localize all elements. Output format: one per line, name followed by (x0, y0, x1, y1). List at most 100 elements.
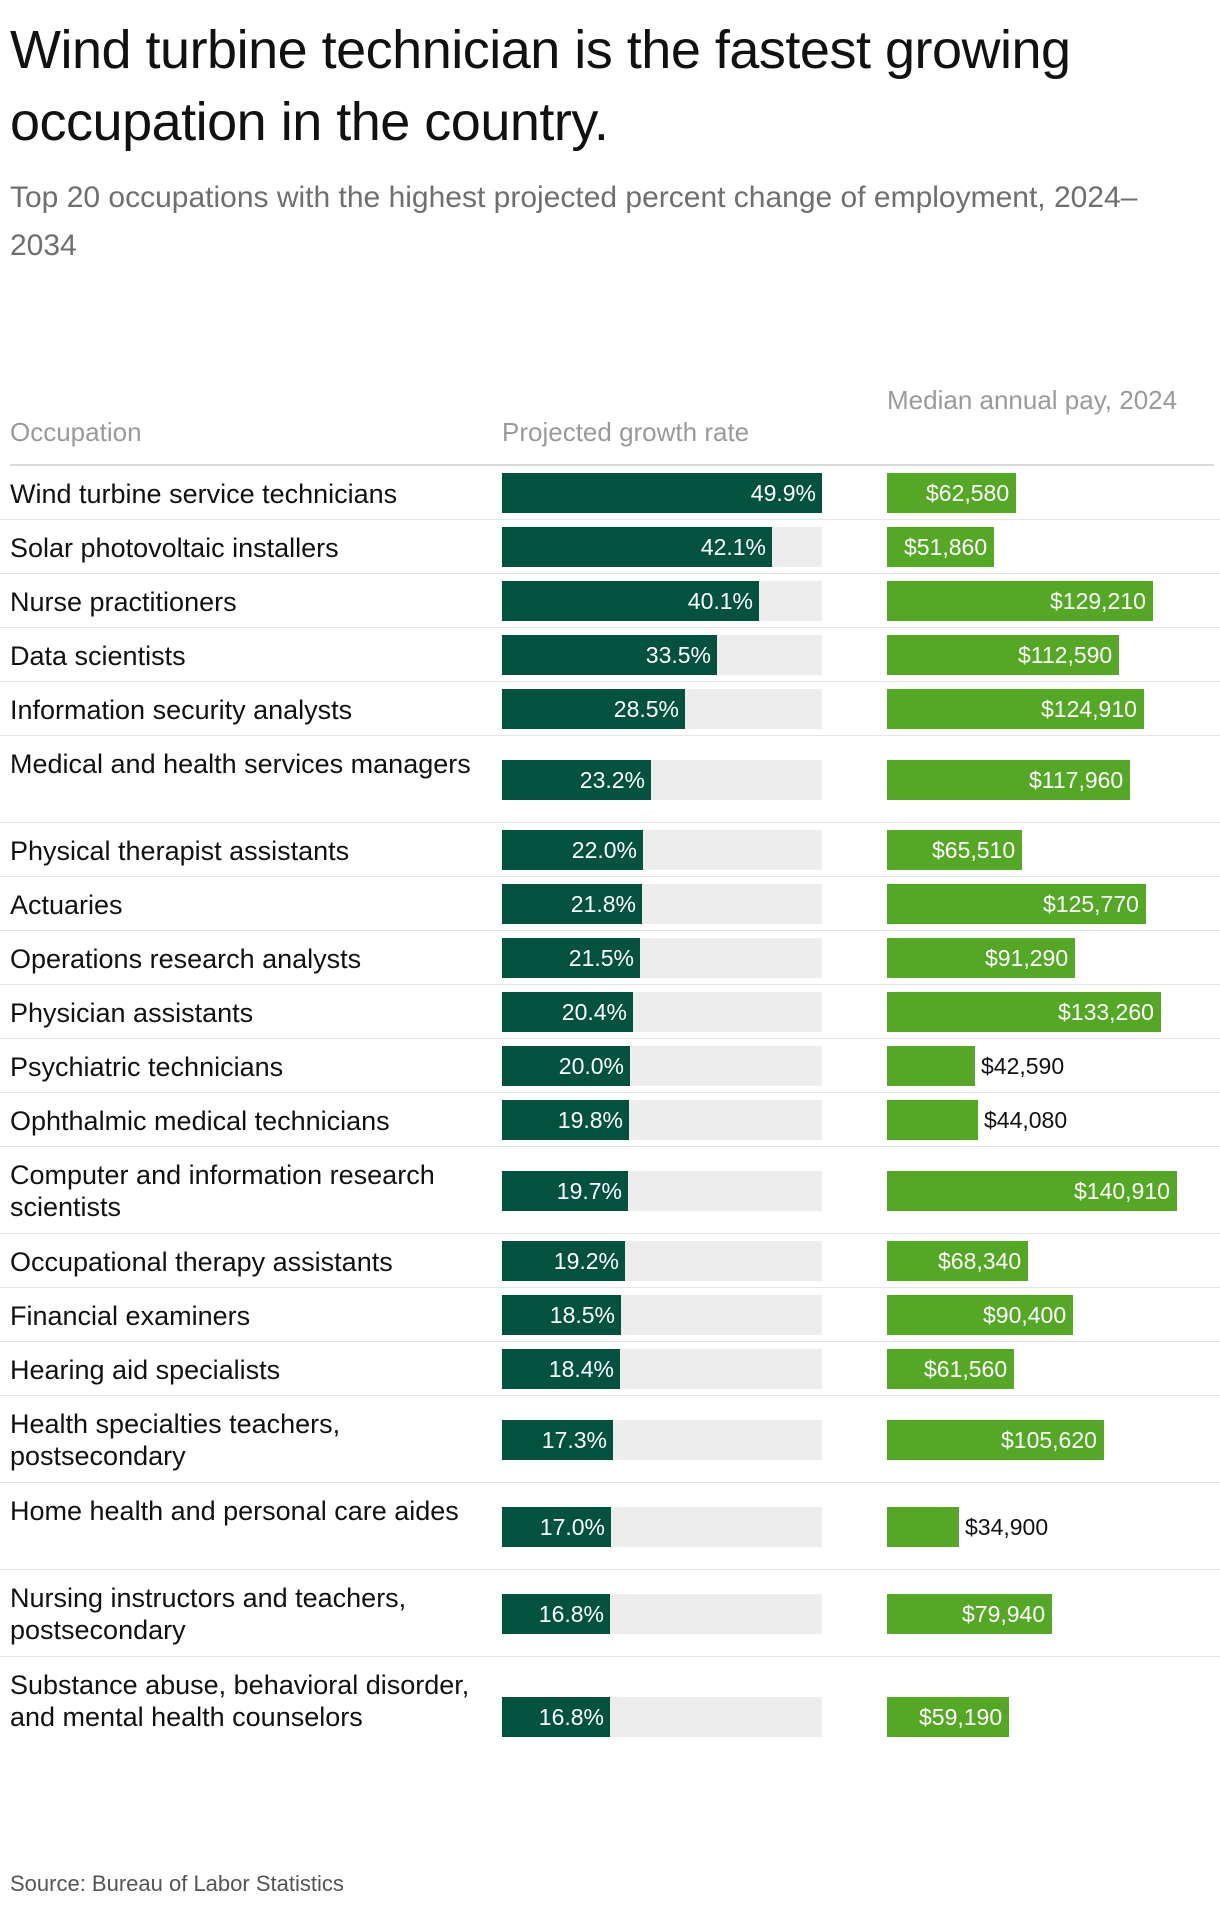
growth-value-label: 40.1% (687, 588, 753, 614)
growth-bar-track: 17.0% (502, 1507, 822, 1547)
pay-bar (887, 992, 1161, 1032)
pay-bar (887, 760, 1130, 800)
pay-bar (887, 1046, 975, 1086)
occupation-label: Data scientists (10, 641, 186, 671)
occupation-label: Information security analysts (10, 695, 353, 725)
growth-bar (502, 473, 822, 513)
table-row: Occupational therapy assistants 19.2% $68,… (0, 1234, 1220, 1288)
pay-bar (887, 1171, 1177, 1211)
table-row: Solar photovoltaic installers 42.1% $51,86… (0, 520, 1220, 574)
pay-value-label: $140,910 (1074, 1178, 1170, 1204)
table-row: Ophthalmic medical technicians 19.8% $44,0… (0, 1093, 1220, 1147)
growth-bar-track: 16.8% (502, 1594, 822, 1634)
table-row: Physician assistants 20.4% $133,260 (0, 985, 1220, 1039)
header-growth-rate: Projected growth rate (502, 417, 750, 447)
occupation-label: Substance abuse, behavioral disorder, an… (10, 1670, 470, 1732)
growth-bar-track: 33.5% (502, 635, 822, 675)
pay-bar (887, 473, 1016, 513)
occupation-label: Physician assistants (10, 998, 254, 1028)
growth-bar-track: 21.5% (502, 938, 822, 978)
growth-bar (502, 1420, 613, 1460)
growth-bar (502, 635, 717, 675)
growth-bar (502, 938, 640, 978)
source-note: Source: Bureau of Labor Statistics (10, 1871, 344, 1896)
table-row: Information security analysts 28.5% $124,9… (0, 682, 1220, 736)
occupation-label: Hearing aid specialists (10, 1355, 281, 1385)
pay-bar (887, 830, 1022, 870)
pay-bar (887, 1697, 1009, 1737)
table-row: Nurse practitioners 40.1% $129,210 (0, 574, 1220, 628)
growth-bar-track: 22.0% (502, 830, 822, 870)
pay-value-label: $112,590 (1018, 642, 1113, 668)
growth-value-label: 17.3% (541, 1427, 607, 1453)
growth-bar-track: 40.1% (502, 581, 822, 621)
growth-value-label: 23.2% (579, 767, 645, 793)
pay-bar (887, 1420, 1104, 1460)
pay-bar (887, 581, 1153, 621)
growth-bar-track: 19.8% (502, 1100, 822, 1140)
chart-rows: Wind turbine service technicians 49.9% $62… (0, 466, 1220, 1776)
pay-value-label: $79,940 (962, 1601, 1046, 1627)
pay-value-label: $91,290 (985, 945, 1069, 971)
table-row: Operations research analysts 21.5% $91,290 (0, 931, 1220, 985)
occupation-label: Ophthalmic medical technicians (10, 1106, 390, 1136)
growth-bar (502, 1349, 620, 1389)
growth-value-label: 42.1% (700, 534, 766, 560)
table-row: Financial examiners 18.5% $90,400 (0, 1288, 1220, 1342)
growth-bar (502, 992, 633, 1032)
table-row: Data scientists 33.5% $112,590 (0, 628, 1220, 682)
pay-bar (887, 938, 1075, 978)
growth-bar (502, 581, 759, 621)
pay-value-label: $59,190 (919, 1704, 1003, 1730)
pay-value-label: $34,900 (965, 1514, 1049, 1540)
growth-bar (502, 760, 651, 800)
growth-bar-track: 19.7% (502, 1171, 822, 1211)
pay-bar (887, 635, 1119, 675)
growth-bar (502, 1507, 611, 1547)
table-row: Actuaries 21.8% $125,770 (0, 877, 1220, 931)
pay-value-label: $129,210 (1050, 588, 1146, 614)
growth-bar-track: 20.4% (502, 992, 822, 1032)
table-row: Wind turbine service technicians 49.9% $62… (0, 466, 1220, 520)
growth-bar-track: 42.1% (502, 527, 822, 567)
table-row: Physical therapist assistants 22.0% $65,51… (0, 823, 1220, 877)
growth-value-label: 28.5% (613, 696, 679, 722)
growth-bar (502, 1697, 610, 1737)
pay-value-label: $68,340 (938, 1248, 1022, 1274)
growth-bar-track: 19.2% (502, 1241, 822, 1281)
growth-bar (502, 1171, 628, 1211)
table-row: Nursing instructors and teachers, postse… (0, 1570, 1220, 1657)
growth-bar (502, 1100, 629, 1140)
growth-value-label: 19.2% (553, 1248, 619, 1274)
chart-subtitle: Top 20 occupations with the highest proj… (10, 181, 1138, 262)
occupation-label: Occupational therapy assistants (10, 1247, 393, 1277)
growth-bar (502, 884, 642, 924)
growth-value-label: 16.8% (538, 1704, 604, 1730)
growth-bar-track: 20.0% (502, 1046, 822, 1086)
occupation-label: Nurse practitioners (10, 587, 237, 617)
growth-value-label: 19.7% (556, 1178, 622, 1204)
growth-bar-track: 28.5% (502, 689, 822, 729)
growth-value-label: 17.0% (539, 1514, 605, 1540)
growth-bar-track: 18.4% (502, 1349, 822, 1389)
pay-bar (887, 689, 1144, 729)
pay-bar (887, 1594, 1052, 1634)
table-row: Psychiatric technicians 20.0% $42,590 (0, 1039, 1220, 1093)
growth-value-label: 20.0% (558, 1053, 624, 1079)
growth-bar-track: 17.3% (502, 1420, 822, 1460)
table-row: Computer and information research scient… (0, 1147, 1220, 1234)
occupation-label: Medical and health services managers (10, 749, 471, 779)
growth-bar-track: 49.9% (502, 473, 822, 513)
occupation-label: Physical therapist assistants (10, 836, 350, 866)
pay-value-label: $125,770 (1043, 891, 1139, 917)
pay-bar (887, 1100, 978, 1140)
occupation-label: Health specialties teachers, postseconda… (10, 1409, 341, 1471)
growth-bar (502, 527, 772, 567)
occupation-label: Wind turbine service technicians (10, 479, 398, 509)
pay-value-label: $124,910 (1041, 696, 1137, 722)
pay-value-label: $65,510 (932, 837, 1016, 863)
pay-bar (887, 527, 994, 567)
header-median-pay: Median annual pay, 2024 (887, 385, 1178, 415)
growth-bar-track: 18.5% (502, 1295, 822, 1335)
occupation-label: Solar photovoltaic installers (10, 533, 339, 563)
